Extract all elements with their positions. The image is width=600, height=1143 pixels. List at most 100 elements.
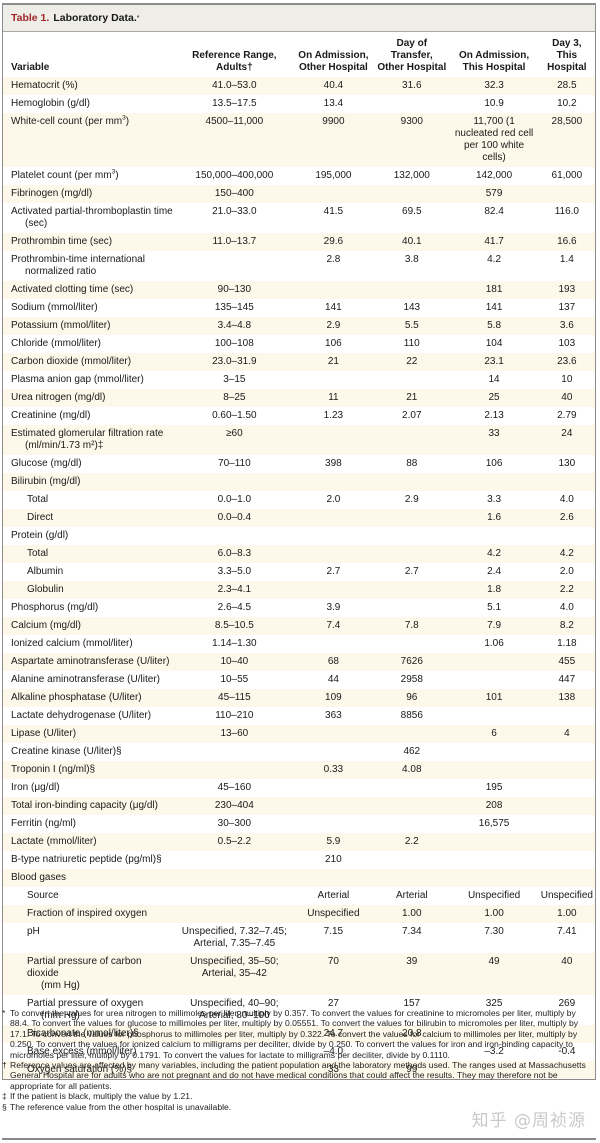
variable-name: Aspartate aminotransferase (U/liter) xyxy=(11,656,170,667)
admission-other-cell: Arterial xyxy=(317,890,350,901)
variable-cell: Total xyxy=(3,545,177,563)
day3-this-cell xyxy=(538,1061,595,1079)
variable-cell: Partial pressure of carbon dioxide (mm Hg… xyxy=(3,953,177,995)
day3-this-cell: 3.6 xyxy=(538,317,595,335)
header-line: Day of Transfer, xyxy=(390,38,433,61)
reference-range-cell xyxy=(176,1025,293,1043)
admission-other-cell xyxy=(293,635,374,653)
variable-cell: White-cell count (per mm3) xyxy=(3,113,177,167)
admission-this-cell: 11,700 (1 nucleated red cell per 100 whi… xyxy=(449,113,539,167)
variable-cell: Creatinine (mg/dl) xyxy=(3,407,176,425)
header-reference-range: Reference Range, Adults† xyxy=(176,32,293,77)
admission-this-cell: 1.00 xyxy=(449,905,539,923)
day3-this-cell: 116.0 xyxy=(554,206,579,217)
admission-this-cell: 7.30 xyxy=(484,926,504,937)
transfer-other-cell xyxy=(374,725,450,743)
table-row: Prothrombin time (sec) 11.0–13.7 29.6 40.1 4… xyxy=(3,233,595,251)
variable-cell: Globulin xyxy=(3,581,177,599)
variable-name-continuation: normalized ratio xyxy=(25,266,97,277)
variable-cell: Estimated glomerular filtration rate (ml/… xyxy=(3,425,177,455)
table-row: Sodium (mmol/liter) 135–145 141 143 141 137 xyxy=(3,299,595,317)
table-row: Lipase (U/liter) 13–60 6 4 xyxy=(3,725,595,743)
day3-this-cell: 1.00 xyxy=(538,905,595,923)
admission-other-cell: 398 xyxy=(325,458,342,469)
admission-this-cell: 101 xyxy=(449,689,539,707)
variable-name: Globulin xyxy=(27,584,64,595)
admission-other-cell: 2.8 xyxy=(326,254,341,265)
variable-name: Hemoglobin (g/dl) xyxy=(11,98,90,109)
reference-range-cell: 110–210 xyxy=(215,710,254,721)
footnote: ‡ If the patient is black, multiply the v… xyxy=(2,1091,596,1101)
admission-this-cell xyxy=(449,1025,539,1043)
table-row: Bicarbonate (mmol/liter)§ 24.7 20.8 xyxy=(3,1025,595,1043)
variable-cell: Lipase (U/liter) xyxy=(3,725,177,743)
day3-this-cell: 7.41 xyxy=(557,926,577,937)
table-row: Base excess (mmol/liter) –4.0 –3.2 -0.4 xyxy=(3,1043,595,1061)
day3-this-cell: 455 xyxy=(538,653,595,671)
transfer-other-cell xyxy=(374,185,450,203)
admission-other-cell: 2.7 xyxy=(326,566,341,577)
day3-this-cell: 103 xyxy=(558,338,576,349)
admission-other-cell: 29.6 xyxy=(292,233,375,251)
transfer-other-cell xyxy=(374,581,450,599)
transfer-other-cell: 2.9 xyxy=(404,494,419,505)
variable-cell: pH xyxy=(3,923,176,953)
variable-name: Prothrombin-time international xyxy=(11,254,145,265)
day3-this-cell: 40 xyxy=(538,953,595,995)
day3-this-cell xyxy=(539,707,595,725)
transfer-other-cell: 9300 xyxy=(374,113,450,167)
admission-other-cell: –4.0 xyxy=(323,1046,344,1057)
variable-name: Urea nitrogen (mg/dl) xyxy=(11,392,106,403)
day3-this-cell: 28,500 xyxy=(538,113,595,167)
table-row: Glucose (mg/dl) 70–110 398 88 106 130 xyxy=(3,455,595,473)
table-row: Potassium (mmol/liter) 3.4–4.8 2.9 5.5 5.8 3.… xyxy=(3,317,595,335)
admission-other-cell: 0.33 xyxy=(292,761,375,779)
day3-this-cell xyxy=(538,473,595,491)
footnote-text: If the patient is black, multiply the va… xyxy=(10,1091,193,1102)
transfer-other-cell: 4.08 xyxy=(374,761,450,779)
day3-this-cell: 8.2 xyxy=(538,617,595,635)
admission-other-cell: 5.9 xyxy=(292,833,375,851)
reference-range-cell xyxy=(176,761,293,779)
variable-name: Partial pressure of carbon dioxide xyxy=(27,956,142,979)
admission-other-cell: 21 xyxy=(292,353,375,371)
table-row: Partial pressure of carbon dioxide (mm Hg… xyxy=(3,953,595,995)
admission-this-cell: 49 xyxy=(449,953,539,995)
transfer-other-cell: 5.5 xyxy=(374,317,450,335)
variable-name: Direct xyxy=(27,512,54,523)
admission-other-cell: 7.15 xyxy=(323,926,344,937)
admission-other-cell xyxy=(292,581,375,599)
table-row: Calcium (mg/dl) 8.5–10.5 7.4 7.8 7.9 8.2 xyxy=(3,617,595,635)
table-row: Source Arterial Arterial Unspecified Unspeci… xyxy=(3,887,595,905)
admission-other-cell: 106 xyxy=(325,338,342,349)
admission-other-cell: Unspecified xyxy=(292,905,375,923)
admission-this-cell xyxy=(449,671,538,689)
admission-other-cell: 109 xyxy=(292,689,375,707)
reference-range-cell: 13–60 xyxy=(176,725,293,743)
footnote-text: The reference value from the other hospi… xyxy=(10,1101,232,1112)
table-row: Prothrombin-time international normalized… xyxy=(3,251,595,281)
day3-this-cell: 28.5 xyxy=(538,77,595,95)
admission-other-cell: 68 xyxy=(292,653,375,671)
variable-cell: Plasma anion gap (mmol/liter) xyxy=(3,371,176,389)
table-row: Urea nitrogen (mg/dl) 8–25 11 21 25 40 xyxy=(3,389,595,407)
header-line: This Hospital xyxy=(462,62,526,73)
variable-cell: Total xyxy=(3,491,176,509)
day3-this-cell: 137 xyxy=(558,302,576,313)
admission-other-cell xyxy=(293,779,374,797)
table-row: Alkaline phosphatase (U/liter) 45–115 109 9… xyxy=(3,689,595,707)
header-day3-this: Day 3, This Hospital xyxy=(539,32,595,77)
admission-this-cell xyxy=(449,743,538,761)
header-line: Day 3, xyxy=(552,38,582,49)
table-title-bar: Table 1. Laboratory Data. * xyxy=(3,5,595,32)
admission-other-cell: 141 xyxy=(325,302,342,313)
table-row: Total 6.0–8.3 4.2 4.2 xyxy=(3,545,595,563)
table-row: Creatine kinase (U/liter)§ 462 xyxy=(3,743,595,761)
transfer-other-cell: 110 xyxy=(403,338,420,349)
admission-this-cell: 208 xyxy=(449,797,539,815)
title-footnote-mark: * xyxy=(136,14,140,22)
variable-cell: Bilirubin (mg/dl) xyxy=(3,473,177,491)
transfer-other-cell: 31.6 xyxy=(374,77,450,95)
variable-name-continuation: (sec) xyxy=(25,218,48,229)
admission-this-cell xyxy=(449,851,538,869)
